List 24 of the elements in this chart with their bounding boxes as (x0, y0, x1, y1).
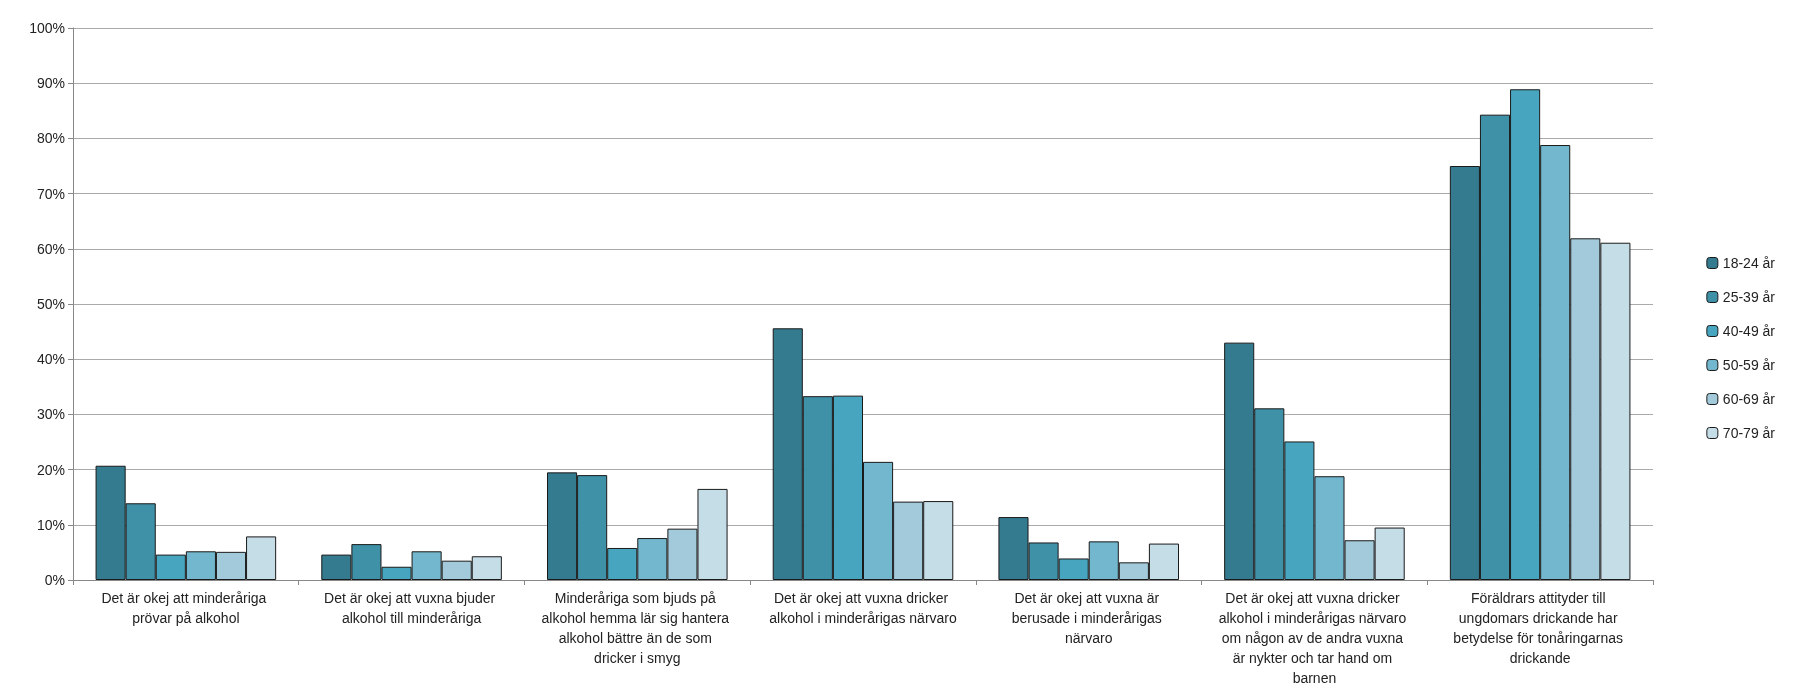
x-tick-label: Det är okej att vuxna bjuder alkohol till minderåriga (324, 590, 500, 626)
y-tick-label: 70% (36, 185, 65, 202)
x-tick-label: Det är okej att vuxna dricker alkohol i minderårigas närvaro om någon av de andra vuxna är nykter och tar hand om barnen (1218, 590, 1411, 686)
x-tick-label: Föräldrars attityder till ungdomars drickande har betydelse för tonåringarnas drickande (1453, 590, 1627, 666)
y-tick-label: 20% (36, 461, 65, 478)
y-tick-label: 100% (29, 20, 65, 36)
y-tick-label: 30% (36, 406, 65, 423)
y-tick-label: 60% (36, 240, 65, 257)
y-tick-label: 90% (36, 75, 65, 92)
legend-label: 25-39 år (1722, 289, 1776, 305)
x-tick-label: Det är okej att vuxna är berusade i minderårigas närvaro (1011, 590, 1166, 646)
x-tick-label: Det är okej att vuxna dricker alkohol i minderårigas närvaro (769, 590, 957, 626)
y-tick-label: 50% (36, 296, 65, 312)
legend-label: 40-49 år (1722, 323, 1776, 339)
legend-label: 60-69 år (1722, 391, 1776, 407)
y-tick-label: 40% (36, 351, 65, 368)
x-tick-label: Det är okej att minderåriga prövar på alkohol (101, 590, 271, 626)
x-tick-label: Minderåriga som bjuds på alkohol hemma lär sig hantera alkohol bättre än de som dricker i smyg (541, 590, 733, 666)
legend-label: 70-79 år (1722, 425, 1776, 441)
legend-label: 50-59 år (1722, 357, 1776, 373)
y-tick-label: 80% (36, 130, 65, 147)
legend-label: 18-24 år (1722, 255, 1776, 271)
y-tick-label: 10% (36, 516, 65, 533)
y-tick-label: 0% (44, 572, 65, 588)
